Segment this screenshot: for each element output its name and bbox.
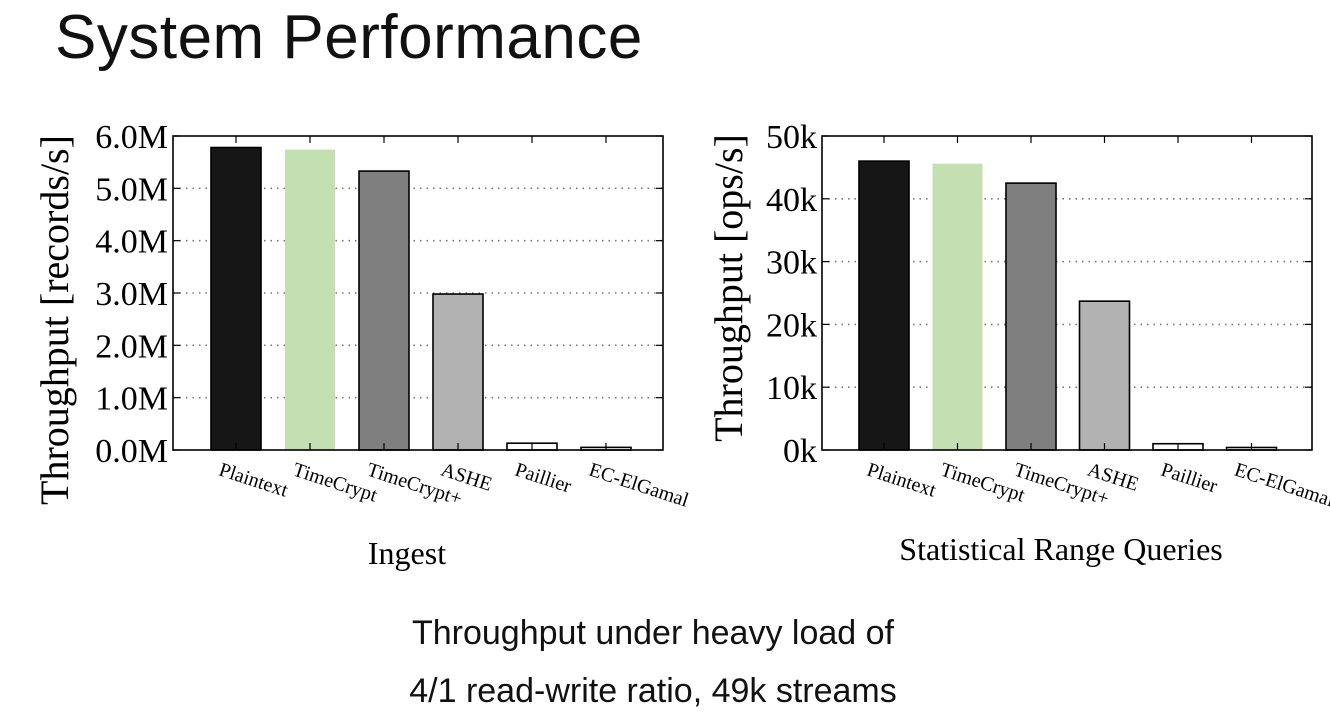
- bar-timecrypt: [285, 149, 335, 450]
- y-tick-label: 3.0M: [95, 276, 168, 313]
- bar-timecrypt: [358, 170, 410, 451]
- x-tick-label-ec-elgamal: EC-ElGamal: [1232, 459, 1330, 512]
- x-tick-label-timecrypt: TimeCrypt: [938, 459, 1028, 507]
- bar-timecrypt: [1005, 182, 1057, 451]
- y-tick-label: 5.0M: [95, 171, 168, 208]
- y-tick-label: 1.0M: [95, 381, 168, 418]
- bar-ashe: [432, 293, 484, 451]
- x-tick-label-plaintext: Plaintext: [864, 459, 939, 502]
- bar-ashe: [1078, 300, 1131, 451]
- y-tick-label: 30k: [766, 245, 817, 282]
- bar-plaintext: [858, 160, 910, 451]
- y-tick-label: 4.0M: [95, 224, 168, 261]
- x-tick-label-paillier: Paillier: [1158, 459, 1220, 498]
- y-axis-label: Throughput [records/s]: [32, 135, 77, 505]
- y-tick-label: 6.0M: [95, 119, 168, 156]
- bar-timecrypt: [932, 163, 983, 450]
- x-axis-label: Ingest: [368, 535, 446, 571]
- x-axis-label: Statistical Range Queries: [899, 531, 1222, 567]
- caption-line-1: Throughput under heavy load of: [411, 614, 894, 652]
- y-tick-label: 50k: [766, 119, 817, 156]
- y-tick-label: 0k: [783, 433, 817, 470]
- bar-plaintext: [210, 146, 262, 451]
- y-tick-label: 10k: [766, 370, 817, 407]
- y-tick-label: 2.0M: [95, 328, 168, 365]
- y-tick-label: 20k: [766, 307, 817, 344]
- caption-line-2: 4/1 read-write ratio, 49k streams: [409, 672, 897, 710]
- y-tick-label: 40k: [766, 182, 817, 219]
- y-tick-label: 0.0M: [95, 433, 168, 470]
- plot-frame: [821, 135, 1313, 451]
- y-axis-label: Throughput [ops/s]: [706, 134, 751, 442]
- slide-title: System Performance: [55, 3, 643, 72]
